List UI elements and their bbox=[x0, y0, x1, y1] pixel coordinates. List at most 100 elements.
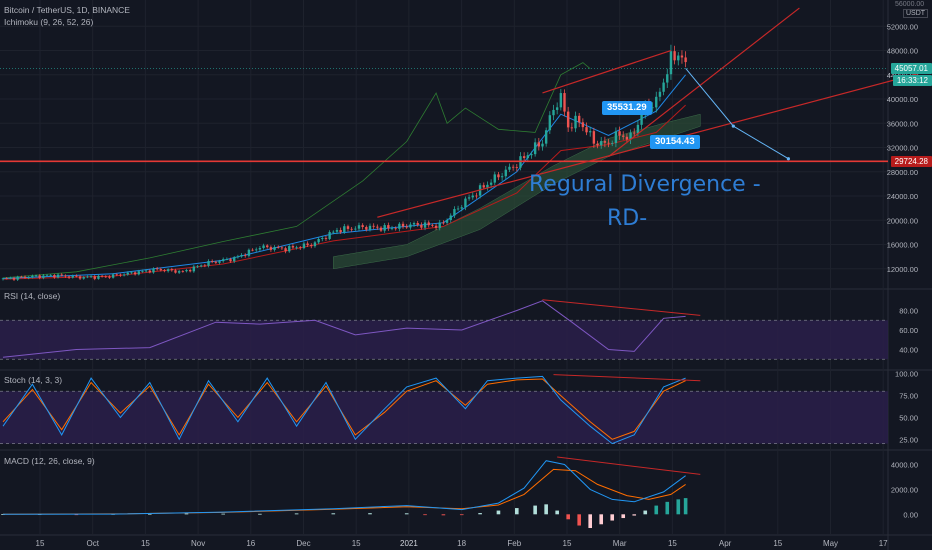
candle-body bbox=[357, 225, 361, 229]
candle-body bbox=[390, 228, 394, 230]
candle-body bbox=[559, 93, 563, 108]
x-tick-label: 15 bbox=[36, 539, 45, 548]
candle-body bbox=[104, 276, 107, 278]
candle-body bbox=[383, 225, 386, 231]
candle-body bbox=[196, 266, 199, 268]
x-tick-label: 17 bbox=[879, 539, 888, 548]
candle-body bbox=[185, 270, 188, 272]
candle-body bbox=[299, 247, 302, 249]
target-callout-2: 30154.43 bbox=[650, 135, 700, 149]
rsi-tick-label: 60.00 bbox=[899, 326, 918, 335]
macd-histogram-bar bbox=[621, 514, 626, 519]
candle-body bbox=[38, 275, 41, 278]
candle-body bbox=[577, 115, 581, 123]
candle-body bbox=[210, 261, 214, 262]
candle-body bbox=[600, 141, 603, 146]
y-tick-label: 32000.00 bbox=[887, 144, 918, 153]
candle-body bbox=[522, 156, 526, 159]
y-tick-label: 52000.00 bbox=[887, 22, 918, 31]
candle-body bbox=[438, 222, 441, 228]
candle-body bbox=[504, 169, 507, 177]
candle-body bbox=[611, 143, 614, 144]
macd-histogram-bar bbox=[683, 498, 688, 515]
candle-body bbox=[163, 270, 166, 272]
candle-body bbox=[486, 184, 489, 188]
x-tick-label: 15 bbox=[668, 539, 677, 548]
candle-body bbox=[442, 222, 445, 224]
candle-body bbox=[622, 135, 625, 137]
candle-body bbox=[130, 272, 133, 274]
countdown-tag: 16:33:12 bbox=[892, 75, 932, 86]
divergence-note-subtitle: RD- bbox=[607, 206, 648, 231]
candle-body bbox=[376, 226, 379, 228]
candle-body bbox=[409, 224, 412, 228]
top-cut-label: 56000.00 bbox=[895, 1, 925, 8]
candle-body bbox=[335, 230, 339, 232]
candle-body bbox=[574, 115, 577, 129]
candle-body bbox=[64, 275, 67, 277]
projection-arrow bbox=[685, 68, 789, 160]
candle-body bbox=[45, 275, 49, 277]
candle-body bbox=[368, 225, 372, 230]
candle-body bbox=[108, 276, 111, 278]
candle-body bbox=[405, 226, 408, 228]
candle-body bbox=[317, 239, 320, 243]
candle-body bbox=[666, 74, 669, 83]
x-tick-label: 15 bbox=[352, 539, 361, 548]
trendline bbox=[542, 49, 672, 94]
macd-histogram-bar bbox=[643, 510, 648, 515]
macd-histogram-bar bbox=[599, 514, 604, 525]
y-tick-label: 16000.00 bbox=[887, 241, 918, 250]
candle-body bbox=[460, 207, 463, 209]
candle-body bbox=[159, 269, 163, 271]
macd-tick-label: 2000.00 bbox=[891, 485, 918, 494]
stoch-divergence-line bbox=[553, 374, 701, 382]
candle-body bbox=[49, 274, 52, 276]
candle-body bbox=[240, 254, 243, 257]
candle-body bbox=[629, 132, 632, 140]
y-tick-label: 24000.00 bbox=[887, 192, 918, 201]
candle-body bbox=[453, 209, 456, 216]
candle-body bbox=[9, 278, 12, 279]
macd-signal-line bbox=[2, 468, 686, 515]
candle-body bbox=[603, 141, 607, 143]
candle-body bbox=[155, 268, 159, 270]
stoch-tick-label: 100.00 bbox=[895, 370, 918, 379]
candle-body bbox=[423, 222, 427, 228]
candle-body bbox=[673, 51, 676, 61]
rsi-legend: RSI (14, close) bbox=[4, 291, 61, 301]
candle-body bbox=[350, 228, 353, 230]
macd-histogram-bar bbox=[258, 513, 262, 515]
projection-point bbox=[731, 124, 735, 128]
macd-histogram-bar bbox=[654, 505, 659, 515]
candle-body bbox=[273, 247, 276, 250]
stoch-k-line bbox=[2, 375, 686, 445]
candle-body bbox=[181, 271, 185, 272]
candle-body bbox=[313, 242, 317, 247]
candle-body bbox=[170, 269, 174, 271]
candle-body bbox=[328, 232, 331, 239]
candle-body bbox=[614, 131, 618, 144]
candle-body bbox=[269, 247, 273, 250]
candle-body bbox=[566, 111, 570, 128]
candle-body bbox=[372, 225, 375, 227]
macd-histogram-bar bbox=[515, 508, 519, 515]
candle-body bbox=[618, 131, 621, 136]
currency-badge[interactable]: USDT bbox=[903, 9, 929, 18]
candle-body bbox=[585, 127, 588, 133]
candle-body bbox=[225, 259, 229, 260]
macd-histogram-bar bbox=[423, 514, 427, 516]
macd-histogram-bar bbox=[368, 513, 372, 515]
candle-body bbox=[570, 127, 574, 129]
macd-histogram-bar bbox=[588, 514, 592, 529]
candle-body bbox=[255, 249, 258, 251]
x-tick-label: 15 bbox=[773, 539, 782, 548]
macd-legend: MACD (12, 26, close, 9) bbox=[4, 456, 95, 466]
symbol-title: Bitcoin / TetherUS, 1D, BINANCE bbox=[4, 5, 130, 15]
trendline bbox=[608, 7, 800, 158]
candle-body bbox=[445, 220, 449, 223]
candle-body bbox=[93, 276, 96, 279]
candle-body bbox=[398, 223, 401, 229]
